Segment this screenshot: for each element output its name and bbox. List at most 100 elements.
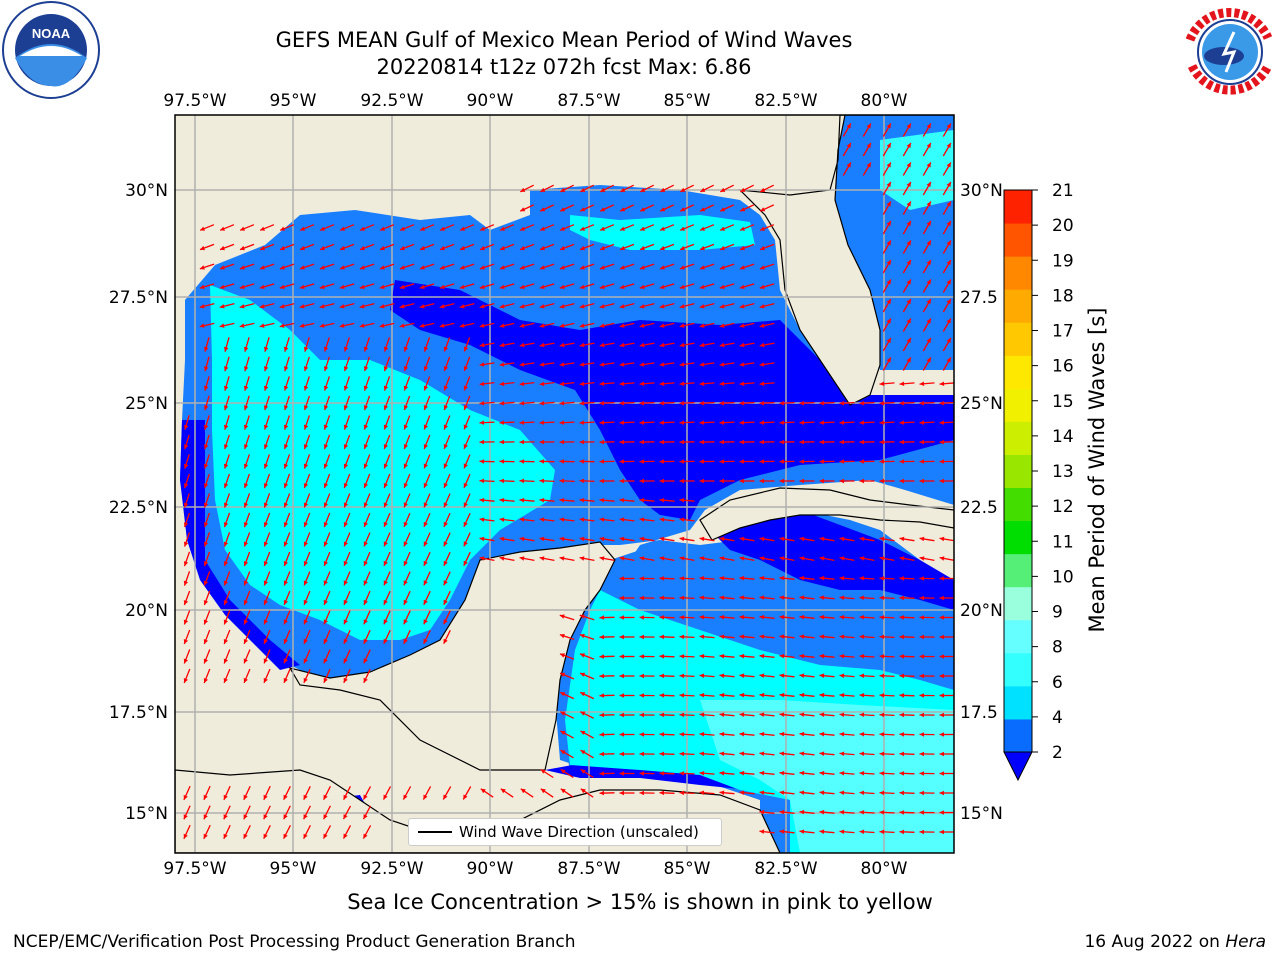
wind-wave-arrow-head xyxy=(303,405,309,411)
wind-wave-arrow-head xyxy=(619,615,624,620)
wind-wave-arrow-head xyxy=(639,459,644,464)
wind-wave-arrow-head xyxy=(243,502,249,508)
wind-wave-arrow-head xyxy=(580,692,586,697)
colorbar-tick-label: 17 xyxy=(1052,322,1074,342)
wind-wave-arrow-head xyxy=(559,362,565,367)
wind-wave-arrow-head xyxy=(739,459,744,464)
wind-wave-arrow-head xyxy=(899,459,904,464)
wind-wave-arrow-head xyxy=(620,207,626,212)
lat-label: 27.5 xyxy=(960,288,998,308)
wind-wave-arrow-head xyxy=(560,245,565,251)
wind-wave-arrow-head xyxy=(479,265,485,270)
wind-wave-arrow-head xyxy=(839,420,845,425)
colorbar-tick-label: 13 xyxy=(1052,462,1074,482)
wind-wave-arrow-head xyxy=(303,814,308,820)
wind-wave-arrow-head xyxy=(259,323,265,328)
wind-wave-arrow-head xyxy=(740,226,745,231)
wind-wave-arrow-head xyxy=(680,245,685,251)
wind-wave-arrow-head xyxy=(700,187,706,192)
wind-wave-arrow-head xyxy=(919,595,924,601)
wind-wave-arrow-head xyxy=(799,673,805,678)
wind-wave-arrow-head xyxy=(799,595,805,600)
wind-wave-arrow-head xyxy=(839,673,845,678)
wind-wave-arrow-head xyxy=(899,810,904,815)
wind-wave-arrow-head xyxy=(739,381,745,386)
wind-wave-arrow-head xyxy=(303,561,308,566)
wind-wave-arrow-head xyxy=(839,790,845,795)
colorbar-tick-label: 4 xyxy=(1052,708,1063,728)
wind-wave-arrow-head xyxy=(539,323,545,328)
wind-wave-arrow-head xyxy=(699,634,705,639)
wind-wave-arrow-head xyxy=(339,323,345,328)
wind-wave-arrow-head xyxy=(619,420,625,425)
wind-wave-arrow-head xyxy=(223,814,228,820)
wind-wave-arrow-head xyxy=(839,595,845,600)
wind-wave-arrow-head xyxy=(283,463,289,469)
wind-wave-arrow-head xyxy=(599,790,604,796)
wind-wave-arrow-head xyxy=(539,265,545,270)
colorbar-label: Mean Period of Wind Waves [s] xyxy=(1085,307,1109,633)
wind-wave-arrow-head xyxy=(819,420,825,425)
wind-wave-arrow-head xyxy=(440,245,445,251)
wind-wave-arrow-head xyxy=(679,517,685,522)
wind-wave-arrow-head xyxy=(899,595,904,601)
wind-wave-arrow-head xyxy=(499,439,504,445)
wind-wave-arrow-head xyxy=(599,654,604,659)
wind-wave-arrow-head xyxy=(839,771,845,776)
wind-wave-arrow-head xyxy=(579,556,585,561)
wind-wave-arrow-head xyxy=(343,346,349,352)
colorbar-segment xyxy=(1004,619,1032,654)
wind-wave-arrow-head xyxy=(579,459,584,464)
wind-wave-arrow-head xyxy=(859,576,865,581)
wind-wave-arrow-head xyxy=(379,265,385,270)
colorbar-tick-label: 21 xyxy=(1052,181,1074,201)
wind-wave-arrow-head xyxy=(283,444,289,450)
wind-wave-arrow-head xyxy=(679,615,685,620)
chart-title: GEFS MEAN Gulf of Mexico Mean Period of … xyxy=(275,28,853,52)
wind-wave-arrow-head xyxy=(779,439,784,445)
wind-wave-arrow-head xyxy=(363,814,368,820)
wind-wave-arrow-head xyxy=(599,284,605,289)
wind-wave-arrow-head xyxy=(699,342,705,348)
wind-wave-arrow-head xyxy=(383,541,388,547)
wind-wave-arrow-head xyxy=(659,615,664,620)
wind-wave-arrow-head xyxy=(759,575,765,581)
wind-wave-arrow-head xyxy=(323,638,328,644)
wind-wave-arrow-head xyxy=(899,634,904,640)
wind-wave-arrow-head xyxy=(799,575,805,581)
wind-wave-arrow-head xyxy=(679,498,685,503)
wind-wave-arrow-head xyxy=(559,633,565,639)
wind-wave-arrow-head xyxy=(359,265,365,270)
wind-wave-arrow-head xyxy=(906,299,911,304)
wind-wave-arrow-head xyxy=(539,304,545,309)
wind-wave-arrow-head xyxy=(639,556,645,561)
wind-wave-arrow-head xyxy=(899,751,904,757)
wind-wave-arrow-head xyxy=(323,522,328,527)
wind-wave-arrow-head xyxy=(699,265,705,270)
wind-wave-arrow-head xyxy=(343,599,348,605)
wind-wave-arrow-head xyxy=(799,478,804,484)
wind-wave-arrow-head xyxy=(183,833,188,839)
lon-label: 92.5°W xyxy=(360,859,423,879)
wind-wave-arrow-head xyxy=(719,673,725,678)
wind-wave-arrow-head xyxy=(926,221,931,226)
wind-wave-arrow-head xyxy=(303,580,308,586)
wind-wave-arrow-head xyxy=(183,444,189,450)
chart-subtitle: 20220814 t12z 072h fcst Max: 6.86 xyxy=(376,55,752,79)
wind-wave-arrow-head xyxy=(946,338,951,343)
wind-wave-arrow-head xyxy=(520,788,526,794)
wind-wave-arrow-head xyxy=(859,790,865,795)
cuba xyxy=(699,487,954,541)
wind-wave-arrow-head xyxy=(639,732,644,737)
wind-wave-arrow-head xyxy=(946,299,951,304)
wind-wave-arrow-head xyxy=(739,362,745,367)
colorbar-tick-label: 16 xyxy=(1052,357,1074,377)
wind-wave-arrow-head xyxy=(839,693,845,698)
wind-wave-arrow-head xyxy=(879,790,885,796)
noaa-logo: NOAA xyxy=(2,1,100,99)
wind-wave-arrow-head xyxy=(443,366,449,371)
wind-wave-arrow-head xyxy=(679,536,685,542)
wind-wave-arrow-head xyxy=(479,536,485,542)
wind-wave-arrow-head xyxy=(659,771,664,776)
wind-wave-arrow-head xyxy=(906,318,911,324)
